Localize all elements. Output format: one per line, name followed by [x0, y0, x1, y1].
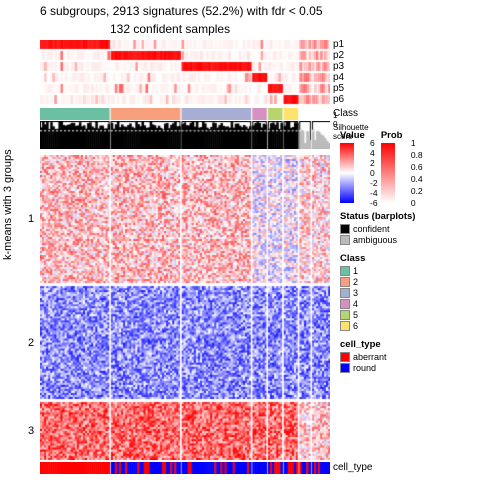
legend-item: 1 — [340, 266, 500, 276]
probability-tracks — [40, 40, 330, 108]
prob-gradient — [381, 143, 395, 203]
legend-status-title: Status (barplots) — [340, 211, 500, 222]
legend-celltype-title: cell_type — [340, 339, 500, 350]
legend-item: 3 — [340, 288, 500, 298]
legend-value-title: Value — [340, 130, 365, 141]
p-track-label: p3 — [333, 61, 344, 72]
legend-item: aberrant — [340, 352, 500, 362]
legend-item: confident — [340, 224, 500, 234]
p-track-label: p2 — [333, 50, 344, 61]
main-heatmap — [40, 155, 330, 460]
legend-item: ambiguous — [340, 235, 500, 245]
legend-celltype: cell_type aberrantround — [340, 339, 500, 373]
legend-value: Value -6-4-20246 — [340, 130, 365, 203]
legend-item: 2 — [340, 277, 500, 287]
class-track — [40, 108, 330, 120]
row-group-label: 1 — [28, 213, 34, 225]
legend-prob-title: Prob — [381, 130, 403, 141]
row-group-label: 2 — [28, 337, 34, 349]
legend-item: 6 — [340, 321, 500, 331]
p-track-label: p5 — [333, 83, 344, 94]
silhouette-track — [40, 121, 330, 149]
celltype-track — [40, 462, 330, 474]
y-axis-label: k-means with 3 groups — [2, 149, 14, 260]
legend-status: Status (barplots) confidentambiguous — [340, 211, 500, 245]
title-sub: 132 confident samples — [110, 22, 230, 36]
heatmap-container — [40, 40, 330, 490]
value-gradient — [340, 143, 354, 203]
celltype-track-label: cell_type — [333, 462, 372, 473]
legend-prob: Prob 00.20.40.60.81 — [381, 130, 403, 203]
legend-area: Value -6-4-20246 Prob 00.20.40.60.81 Sta… — [340, 130, 500, 381]
legend-item: round — [340, 363, 500, 373]
p-track-label: p6 — [333, 94, 344, 105]
row-group-label: 3 — [28, 425, 34, 437]
legend-item: 4 — [340, 299, 500, 309]
legend-item: 5 — [340, 310, 500, 320]
title-main: 6 subgroups, 2913 signatures (52.2%) wit… — [40, 4, 323, 18]
p-track-label: p4 — [333, 72, 344, 83]
legend-class: Class 123456 — [340, 253, 500, 331]
legend-class-title: Class — [340, 253, 500, 264]
p-track-label: p1 — [333, 39, 344, 50]
